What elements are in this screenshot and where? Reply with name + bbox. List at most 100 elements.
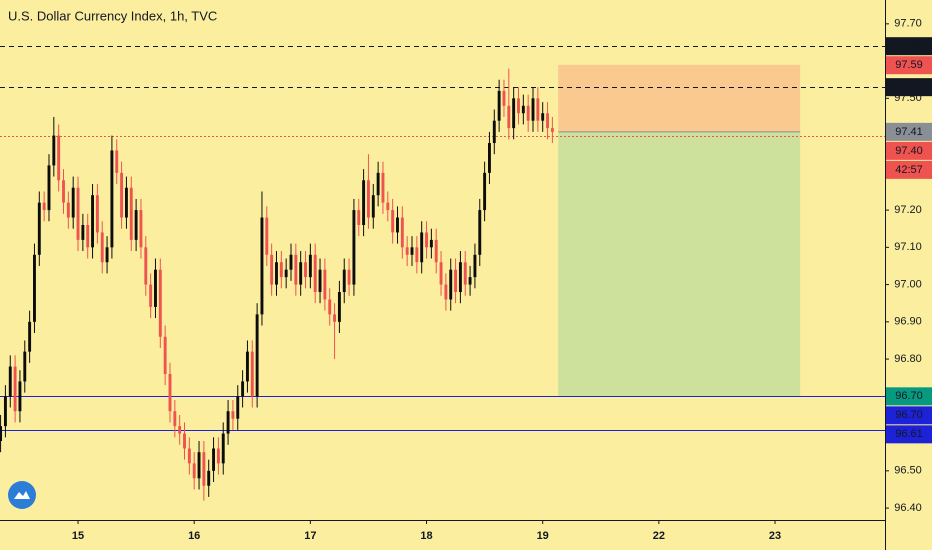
candle-body <box>37 202 41 255</box>
candle-body <box>66 202 70 218</box>
candle-body <box>473 254 477 278</box>
candle-body <box>124 187 128 218</box>
logo[interactable] <box>8 481 36 509</box>
candle-body <box>57 135 61 181</box>
candle-body <box>425 232 428 248</box>
candle-body <box>444 284 448 300</box>
candle-body <box>449 269 453 300</box>
candle-body <box>386 202 390 211</box>
candle-body <box>521 105 525 114</box>
candle-body <box>270 254 274 285</box>
candle-body <box>260 217 264 315</box>
candle-body <box>105 247 109 263</box>
candle-body <box>289 254 293 270</box>
plot-area <box>0 46 885 501</box>
candle-body <box>279 262 283 278</box>
candle-body <box>76 187 80 240</box>
candle-body <box>362 180 366 225</box>
candle-body <box>410 247 414 255</box>
candle-body <box>328 299 332 315</box>
candle-body <box>517 98 520 114</box>
candle-body <box>352 210 356 285</box>
candle-body <box>18 381 22 412</box>
candle-body <box>478 210 482 255</box>
candle-body <box>550 128 554 132</box>
x-tick-label: 22 <box>653 530 665 542</box>
logo-icon[interactable] <box>14 491 30 499</box>
candle-body <box>434 239 438 263</box>
candle-body <box>207 470 211 486</box>
candle-body <box>487 143 491 173</box>
candle-body <box>507 105 511 129</box>
candle-body <box>110 150 114 248</box>
candle-body <box>52 135 56 166</box>
price-badge <box>886 387 932 406</box>
candle-body <box>284 269 288 278</box>
reward-zone <box>558 131 801 397</box>
candle-body <box>526 105 530 121</box>
price-badge-label: 97.64 <box>895 40 923 52</box>
candle-body <box>42 202 46 211</box>
candle-body <box>187 448 191 464</box>
candle-body <box>541 113 545 121</box>
candle-body <box>536 98 540 121</box>
candle-body <box>8 366 12 397</box>
price-badge-label: 97.41 <box>895 126 923 138</box>
candle-body <box>173 411 177 427</box>
candle-body <box>391 210 395 233</box>
candle-body <box>62 180 65 203</box>
candle-body <box>212 448 216 471</box>
candle-body <box>120 172 124 218</box>
candle-body <box>400 217 404 248</box>
candle-body <box>381 172 385 203</box>
candle-body <box>405 247 409 255</box>
candle-body <box>115 150 119 173</box>
axes: 96.4096.5096.6096.7096.8096.9097.0097.10… <box>72 18 932 542</box>
y-tick-label: 97.10 <box>894 241 922 253</box>
chart-title: U.S. Dollar Currency Index, 1h, TVC <box>8 8 217 23</box>
candle-body <box>163 336 167 374</box>
candle-body <box>304 262 307 278</box>
candle-body <box>439 262 443 285</box>
candle-body <box>492 120 496 144</box>
y-tick-label: 97.00 <box>894 278 922 290</box>
candle-body <box>429 239 433 248</box>
candle-body <box>149 284 153 307</box>
candle-body <box>318 269 322 293</box>
price-badge-label: 96.70 <box>895 390 923 402</box>
countdown-badge <box>886 160 932 179</box>
candle-body <box>192 463 196 479</box>
x-tick-label: 16 <box>188 530 200 542</box>
candle-body <box>221 433 225 464</box>
candle-body <box>250 351 254 397</box>
candle-body <box>483 172 487 211</box>
candle-body <box>396 217 399 233</box>
candle-body <box>366 180 370 218</box>
y-tick-label: 96.80 <box>894 353 922 365</box>
x-tick-label: 17 <box>304 530 316 542</box>
risk-zone <box>558 64 801 132</box>
candle-body <box>95 195 99 233</box>
y-tick-label: 96.90 <box>894 316 922 328</box>
candle-body <box>337 292 341 322</box>
candle-body <box>91 195 94 248</box>
countdown-label: 42:57 <box>895 164 923 176</box>
candle-body <box>371 195 375 218</box>
candle-body <box>497 90 501 121</box>
candle-body <box>463 262 467 285</box>
candle-body <box>342 269 346 293</box>
price-badge-label: 97.59 <box>895 59 923 71</box>
candle-body <box>86 224 90 248</box>
candle-body <box>168 373 172 412</box>
candle-body <box>275 262 278 285</box>
price-badge <box>886 56 932 75</box>
candle-body <box>71 187 75 218</box>
candle-body <box>546 113 549 129</box>
candle-body <box>415 247 419 263</box>
price-badge <box>886 78 932 97</box>
candle-body <box>129 187 133 240</box>
candle-body <box>231 411 235 419</box>
candle-body <box>81 224 85 240</box>
candle-body <box>183 433 186 449</box>
